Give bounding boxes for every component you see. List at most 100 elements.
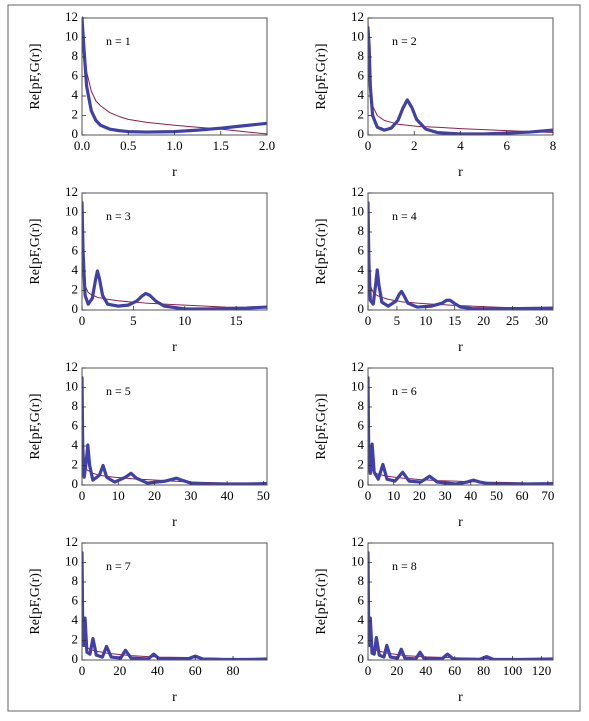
y-tick-label: 2 [72,631,79,646]
y-tick-label: 4 [72,87,79,102]
y-tick-label: 2 [72,281,79,296]
x-tick-label: 20 [390,663,403,678]
x-tick-label: 120 [532,663,552,678]
y-tick-label: 12 [65,359,78,374]
y-axis-label: Re[pF,G(r)] [314,568,329,634]
x-tick-label: 15 [448,313,461,328]
x-tick-label: 30 [535,313,548,328]
x-tick-label: 0.5 [120,138,136,153]
y-axis-label: Re[pF,G(r)] [314,43,329,109]
y-tick-label: 2 [358,281,365,296]
x-tick-label: 10 [178,313,191,328]
series-line [82,192,267,309]
y-tick-label: 4 [358,87,365,102]
x-tick-label: 10 [387,488,400,503]
y-tick-label: 8 [72,573,79,588]
y-tick-label: 2 [358,106,365,121]
x-tick-label: 10 [419,313,432,328]
y-tick-label: 8 [358,398,365,413]
series-line [368,201,553,310]
panel-annotation: n = 5 [106,384,131,398]
x-tick-label: 0 [365,313,372,328]
x-tick-label: 0.0 [74,138,90,153]
y-tick-label: 0 [72,301,79,316]
x-tick-label: 0 [365,663,372,678]
x-tick-label: 20 [113,663,126,678]
y-tick-label: 0 [358,476,365,491]
x-tick-label: 0 [79,313,86,328]
x-tick-label: 1.5 [213,138,229,153]
y-tick-label: 6 [358,592,365,607]
y-tick-label: 10 [351,378,364,393]
y-tick-label: 6 [358,417,365,432]
x-tick-label: 8 [550,138,557,153]
y-tick-label: 4 [72,612,79,627]
x-tick-label: 0 [79,488,86,503]
y-tick-label: 10 [351,553,364,568]
y-tick-label: 12 [351,184,364,199]
panel-annotation: n = 7 [106,559,131,573]
series-line [82,376,267,485]
y-tick-label: 6 [72,67,79,82]
y-tick-label: 10 [351,28,364,43]
x-tick-label: 0 [365,138,372,153]
x-axis-label: r [458,690,463,705]
x-axis-label: r [458,340,463,355]
x-axis-label: r [172,165,177,180]
y-tick-label: 10 [351,203,364,218]
x-tick-label: 80 [227,663,240,678]
panel-annotation: n = 8 [392,559,417,573]
x-tick-label: 0 [365,488,372,503]
x-tick-label: 60 [448,663,461,678]
y-axis-label: Re[pF,G(r)] [28,218,43,284]
x-tick-label: 15 [230,313,243,328]
x-tick-label: 20 [413,488,426,503]
x-tick-label: 4 [457,138,464,153]
y-tick-label: 2 [358,456,365,471]
y-tick-label: 0 [72,651,79,666]
y-tick-label: 8 [72,48,79,63]
y-tick-label: 10 [65,553,78,568]
series-line [368,26,553,135]
y-tick-label: 6 [72,592,79,607]
y-tick-label: 12 [65,9,78,24]
y-tick-label: 8 [358,48,365,63]
x-tick-label: 60 [516,488,529,503]
x-tick-label: 20 [148,488,161,503]
x-tick-label: 40 [221,488,234,503]
y-axis-label: Re[pF,G(r)] [314,218,329,284]
y-tick-label: 0 [358,651,365,666]
x-tick-label: 5 [130,313,137,328]
y-tick-label: 4 [358,262,365,277]
x-tick-label: 40 [419,663,432,678]
series-line [82,201,267,310]
y-tick-label: 12 [351,534,364,549]
y-tick-label: 12 [65,184,78,199]
x-tick-label: 100 [503,663,523,678]
x-tick-label: 80 [477,663,490,678]
y-tick-label: 6 [72,417,79,432]
y-tick-label: 4 [72,437,79,452]
y-tick-label: 4 [358,437,365,452]
x-axis-label: r [172,515,177,530]
y-tick-label: 4 [358,612,365,627]
y-tick-label: 2 [72,106,79,121]
y-tick-label: 8 [358,223,365,238]
y-tick-label: 12 [65,534,78,549]
x-tick-label: 40 [464,488,477,503]
y-tick-label: 8 [72,223,79,238]
x-tick-label: 6 [504,138,511,153]
series-line [82,551,267,660]
y-tick-label: 6 [358,242,365,257]
y-axis-label: Re[pF,G(r)] [28,393,43,459]
y-tick-label: 8 [358,573,365,588]
x-tick-label: 50 [257,488,270,503]
series-line [82,16,267,134]
x-tick-label: 20 [477,313,490,328]
y-tick-label: 0 [72,476,79,491]
x-tick-label: 2 [411,138,418,153]
x-axis-label: r [172,340,177,355]
outer-frame [7,4,581,712]
y-tick-label: 2 [72,456,79,471]
